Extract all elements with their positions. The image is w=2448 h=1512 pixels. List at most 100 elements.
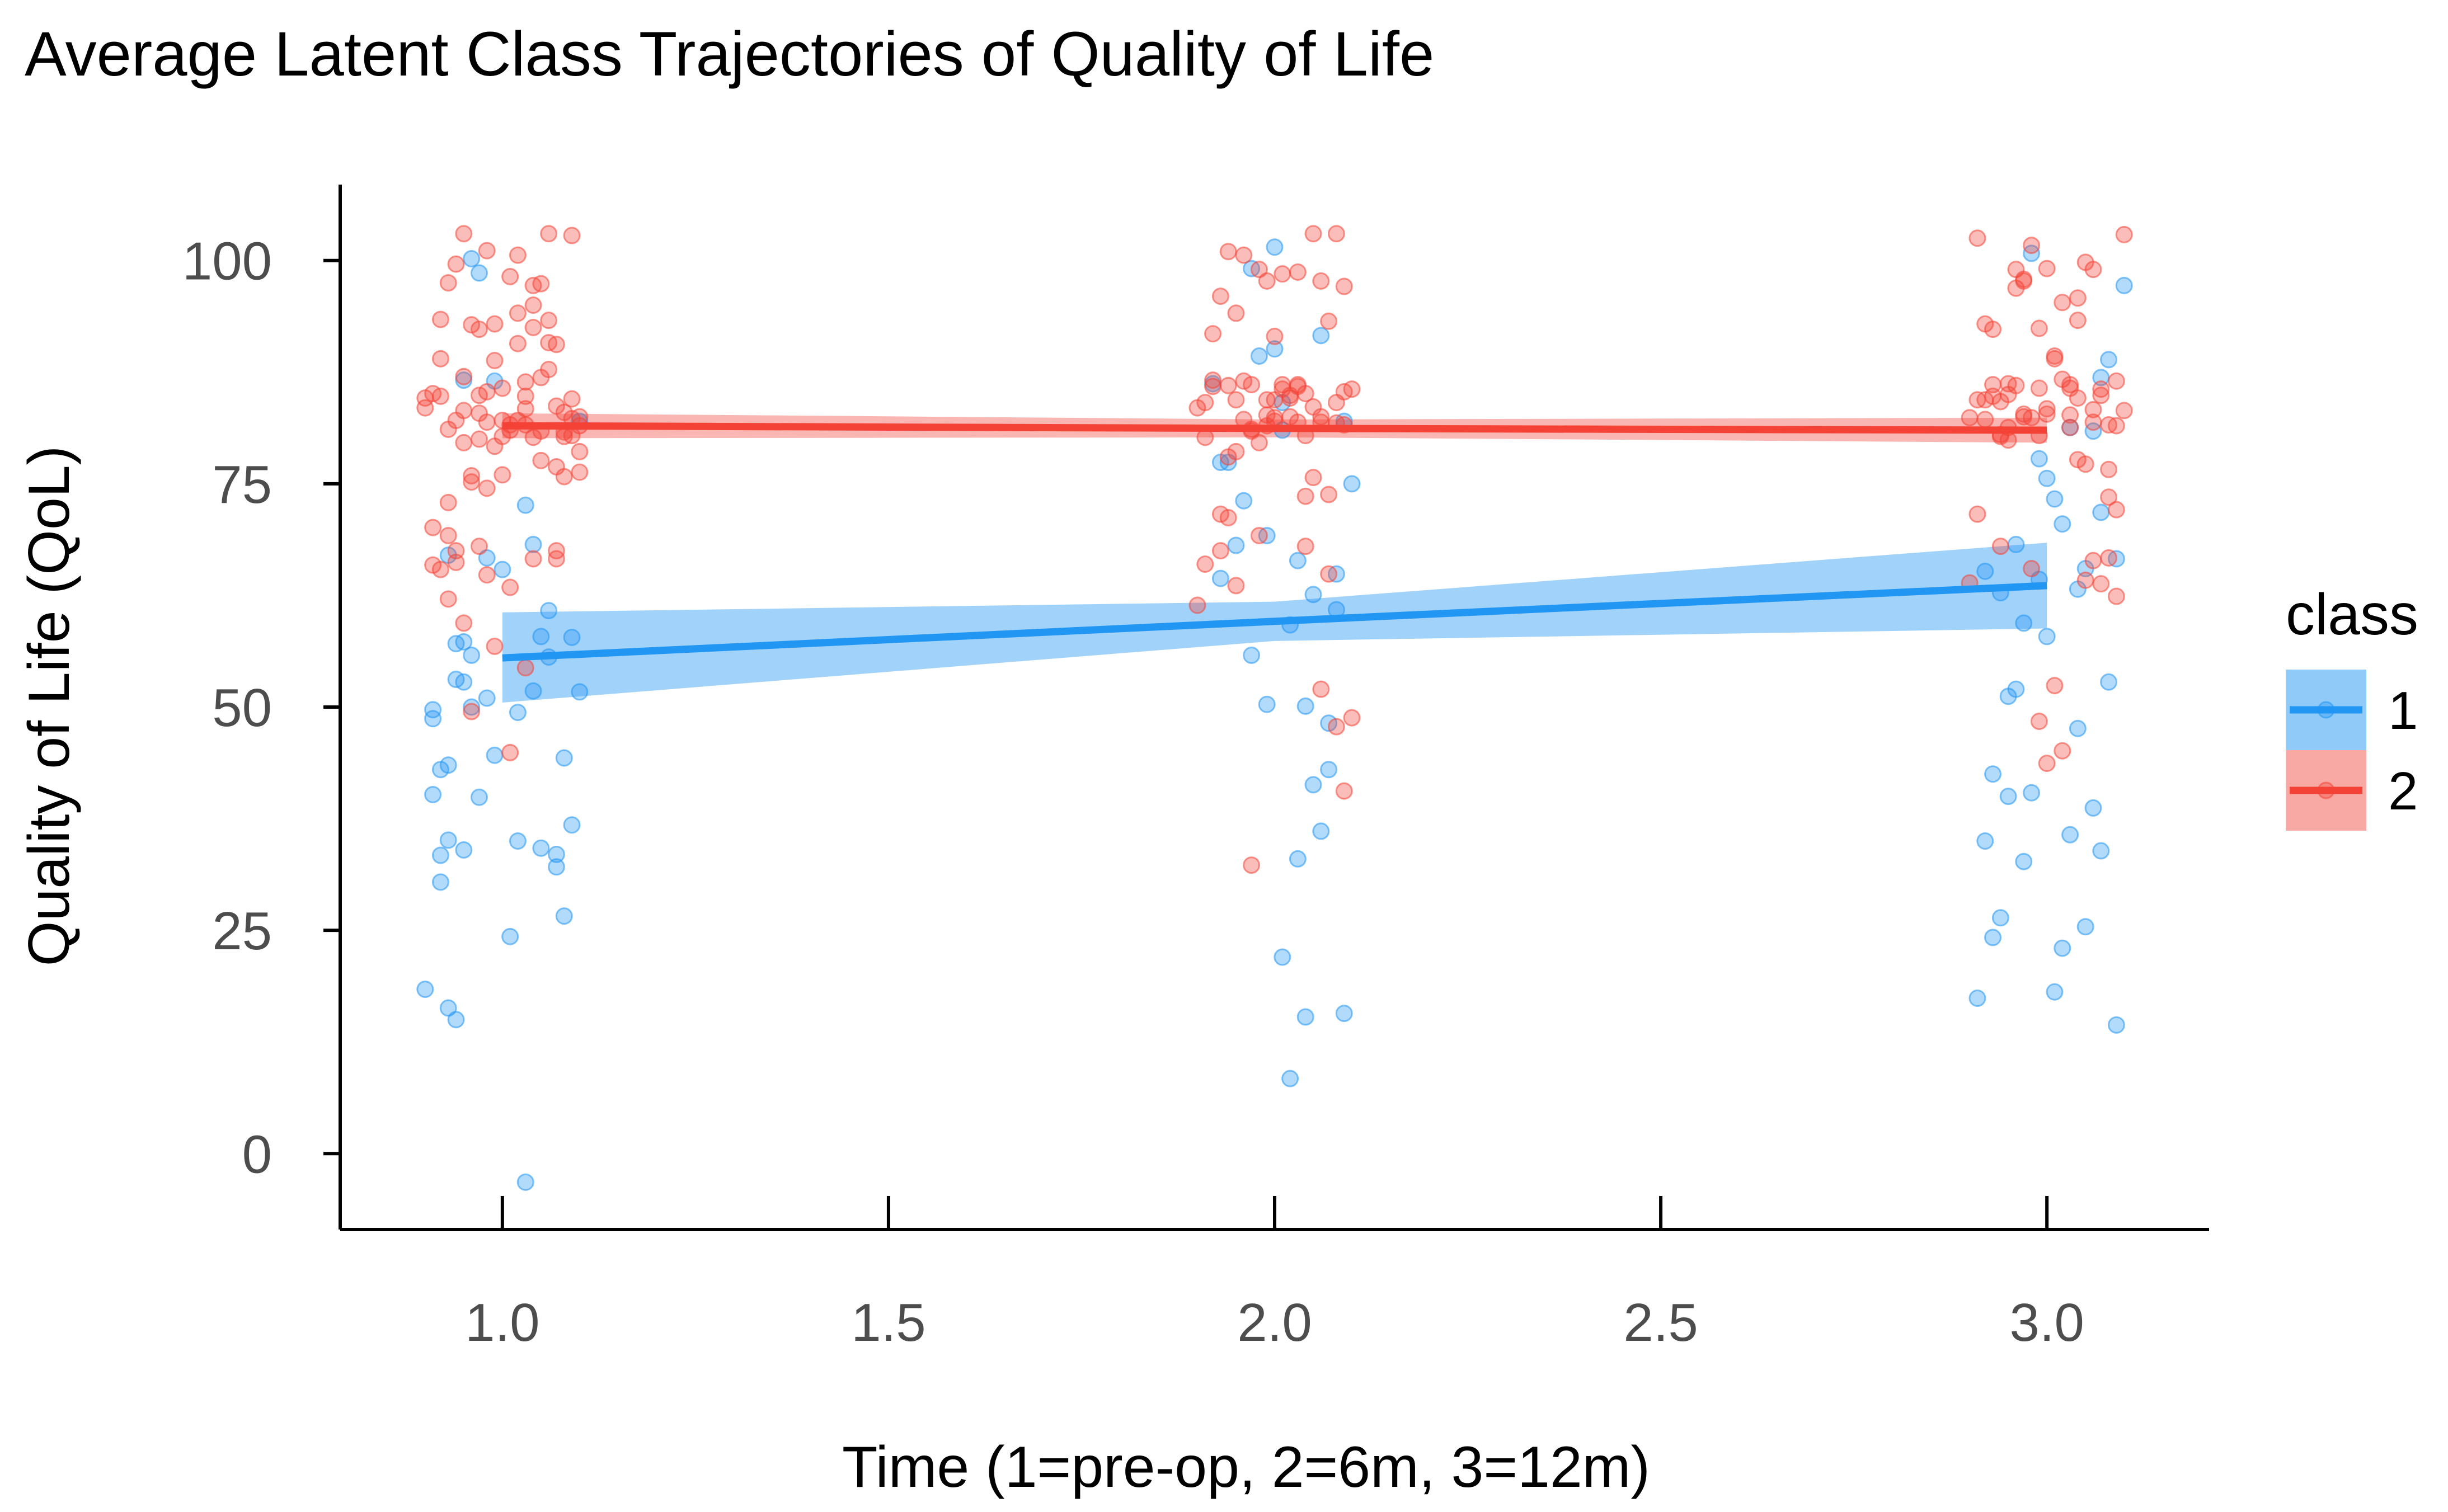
data-point-class-2 bbox=[2084, 401, 2102, 418]
legend-item-class-1: 1 bbox=[2286, 670, 2418, 750]
data-point-class-2 bbox=[494, 466, 511, 484]
data-point-class-2 bbox=[1274, 265, 1291, 283]
data-point-class-2 bbox=[486, 352, 504, 370]
data-point-class-2 bbox=[1961, 409, 1979, 427]
data-point-class-2 bbox=[416, 399, 434, 417]
data-point-class-1 bbox=[2115, 276, 2133, 294]
data-point-class-2 bbox=[447, 542, 465, 560]
data-point-class-2 bbox=[455, 434, 473, 451]
data-point-class-2 bbox=[2054, 742, 2071, 760]
data-point-class-2 bbox=[1320, 312, 1338, 330]
data-point-class-2 bbox=[2092, 575, 2110, 593]
data-point-class-2 bbox=[1984, 387, 2002, 405]
data-point-class-2 bbox=[2038, 755, 2056, 773]
data-point-class-1 bbox=[2084, 422, 2102, 440]
data-point-class-2 bbox=[463, 473, 481, 491]
data-point-class-1 bbox=[563, 816, 581, 834]
data-point-class-2 bbox=[1196, 394, 1214, 412]
data-point-class-2 bbox=[478, 242, 496, 260]
data-point-class-2 bbox=[1204, 371, 1222, 389]
data-point-class-1 bbox=[1296, 697, 1314, 715]
data-point-class-1 bbox=[2092, 503, 2110, 521]
data-point-class-2 bbox=[470, 321, 488, 338]
y-axis-title: Quality of Life (QoL) bbox=[17, 446, 82, 967]
legend-key-point bbox=[2317, 701, 2335, 719]
data-point-class-2 bbox=[463, 703, 481, 720]
data-point-class-2 bbox=[1211, 288, 1229, 305]
data-point-class-2 bbox=[509, 335, 527, 352]
data-point-class-1 bbox=[555, 749, 573, 767]
data-point-class-1 bbox=[2046, 490, 2064, 508]
data-point-class-1 bbox=[1991, 909, 2009, 927]
data-point-class-2 bbox=[439, 590, 457, 608]
data-point-class-2 bbox=[455, 614, 473, 632]
data-point-class-1 bbox=[447, 635, 465, 653]
data-point-class-2 bbox=[2076, 571, 2094, 589]
data-point-class-2 bbox=[2015, 408, 2033, 426]
data-point-class-2 bbox=[2100, 460, 2118, 478]
data-point-class-2 bbox=[540, 225, 558, 243]
data-point-class-1 bbox=[2015, 614, 2033, 632]
data-point-class-2 bbox=[1243, 376, 1261, 394]
data-point-class-2 bbox=[1281, 408, 1299, 426]
data-point-class-2 bbox=[1320, 565, 1338, 583]
data-point-class-2 bbox=[2115, 225, 2133, 243]
data-point-class-2 bbox=[1327, 394, 1345, 412]
data-point-class-1 bbox=[455, 841, 473, 859]
trend-lines bbox=[502, 422, 2047, 662]
data-point-class-1 bbox=[2030, 450, 2048, 468]
data-point-class-1 bbox=[2100, 673, 2118, 691]
data-point-class-2 bbox=[1304, 398, 1322, 416]
data-point-class-2 bbox=[1335, 782, 1353, 800]
data-point-class-2 bbox=[478, 479, 496, 497]
data-point-class-1 bbox=[516, 496, 534, 514]
data-point-class-2 bbox=[2061, 418, 2079, 436]
data-point-class-1 bbox=[555, 907, 573, 925]
data-point-class-2 bbox=[2038, 400, 2056, 418]
data-point-class-2 bbox=[478, 383, 496, 401]
data-point-class-2 bbox=[2054, 294, 2071, 312]
data-point-class-2 bbox=[524, 550, 542, 568]
data-point-class-2 bbox=[1258, 272, 1276, 290]
data-point-class-1 bbox=[563, 628, 581, 646]
data-point-class-2 bbox=[2061, 406, 2079, 424]
data-point-class-2 bbox=[509, 246, 527, 264]
data-point-class-2 bbox=[1219, 376, 1237, 394]
data-point-class-2 bbox=[470, 404, 488, 422]
data-point-class-2 bbox=[1976, 411, 1994, 428]
data-point-class-1 bbox=[2061, 826, 2079, 844]
data-point-class-1 bbox=[1976, 832, 1994, 850]
data-point-class-1 bbox=[416, 981, 434, 998]
data-point-class-1 bbox=[524, 535, 542, 553]
data-point-class-2 bbox=[2069, 289, 2087, 307]
data-point-class-1 bbox=[1274, 948, 1291, 966]
data-point-class-1 bbox=[431, 873, 449, 891]
data-point-class-1 bbox=[1258, 695, 1276, 713]
data-point-class-1 bbox=[1296, 1008, 1314, 1026]
data-point-class-1 bbox=[1312, 327, 1330, 345]
data-point-class-2 bbox=[501, 267, 519, 285]
data-point-class-2 bbox=[2069, 312, 2087, 329]
data-point-class-1 bbox=[1968, 989, 1986, 1007]
x-axis-title: Time (1=pre-op, 2=6m, 3=12m) bbox=[842, 1435, 1650, 1500]
y-tick-label: 50 bbox=[212, 678, 272, 738]
y-tick-label: 100 bbox=[182, 232, 272, 291]
data-point-class-1 bbox=[424, 701, 442, 719]
data-point-class-1 bbox=[532, 628, 550, 646]
data-point-class-2 bbox=[2038, 260, 2056, 277]
data-point-class-2 bbox=[486, 315, 504, 333]
data-point-class-1 bbox=[2015, 852, 2033, 870]
data-point-class-2 bbox=[1266, 327, 1284, 345]
data-point-class-2 bbox=[1991, 538, 2009, 555]
data-point-class-2 bbox=[1312, 272, 1330, 290]
data-point-class-1 bbox=[1281, 1070, 1299, 1087]
data-point-class-1 bbox=[1227, 536, 1245, 554]
data-point-class-2 bbox=[540, 312, 558, 329]
data-point-class-2 bbox=[1296, 538, 1314, 555]
x-tick-label: 1.5 bbox=[851, 1293, 925, 1353]
data-point-class-1 bbox=[424, 710, 442, 728]
data-point-class-2 bbox=[547, 550, 565, 568]
data-point-class-2 bbox=[1219, 243, 1237, 261]
data-point-class-1 bbox=[2107, 1016, 2125, 1034]
